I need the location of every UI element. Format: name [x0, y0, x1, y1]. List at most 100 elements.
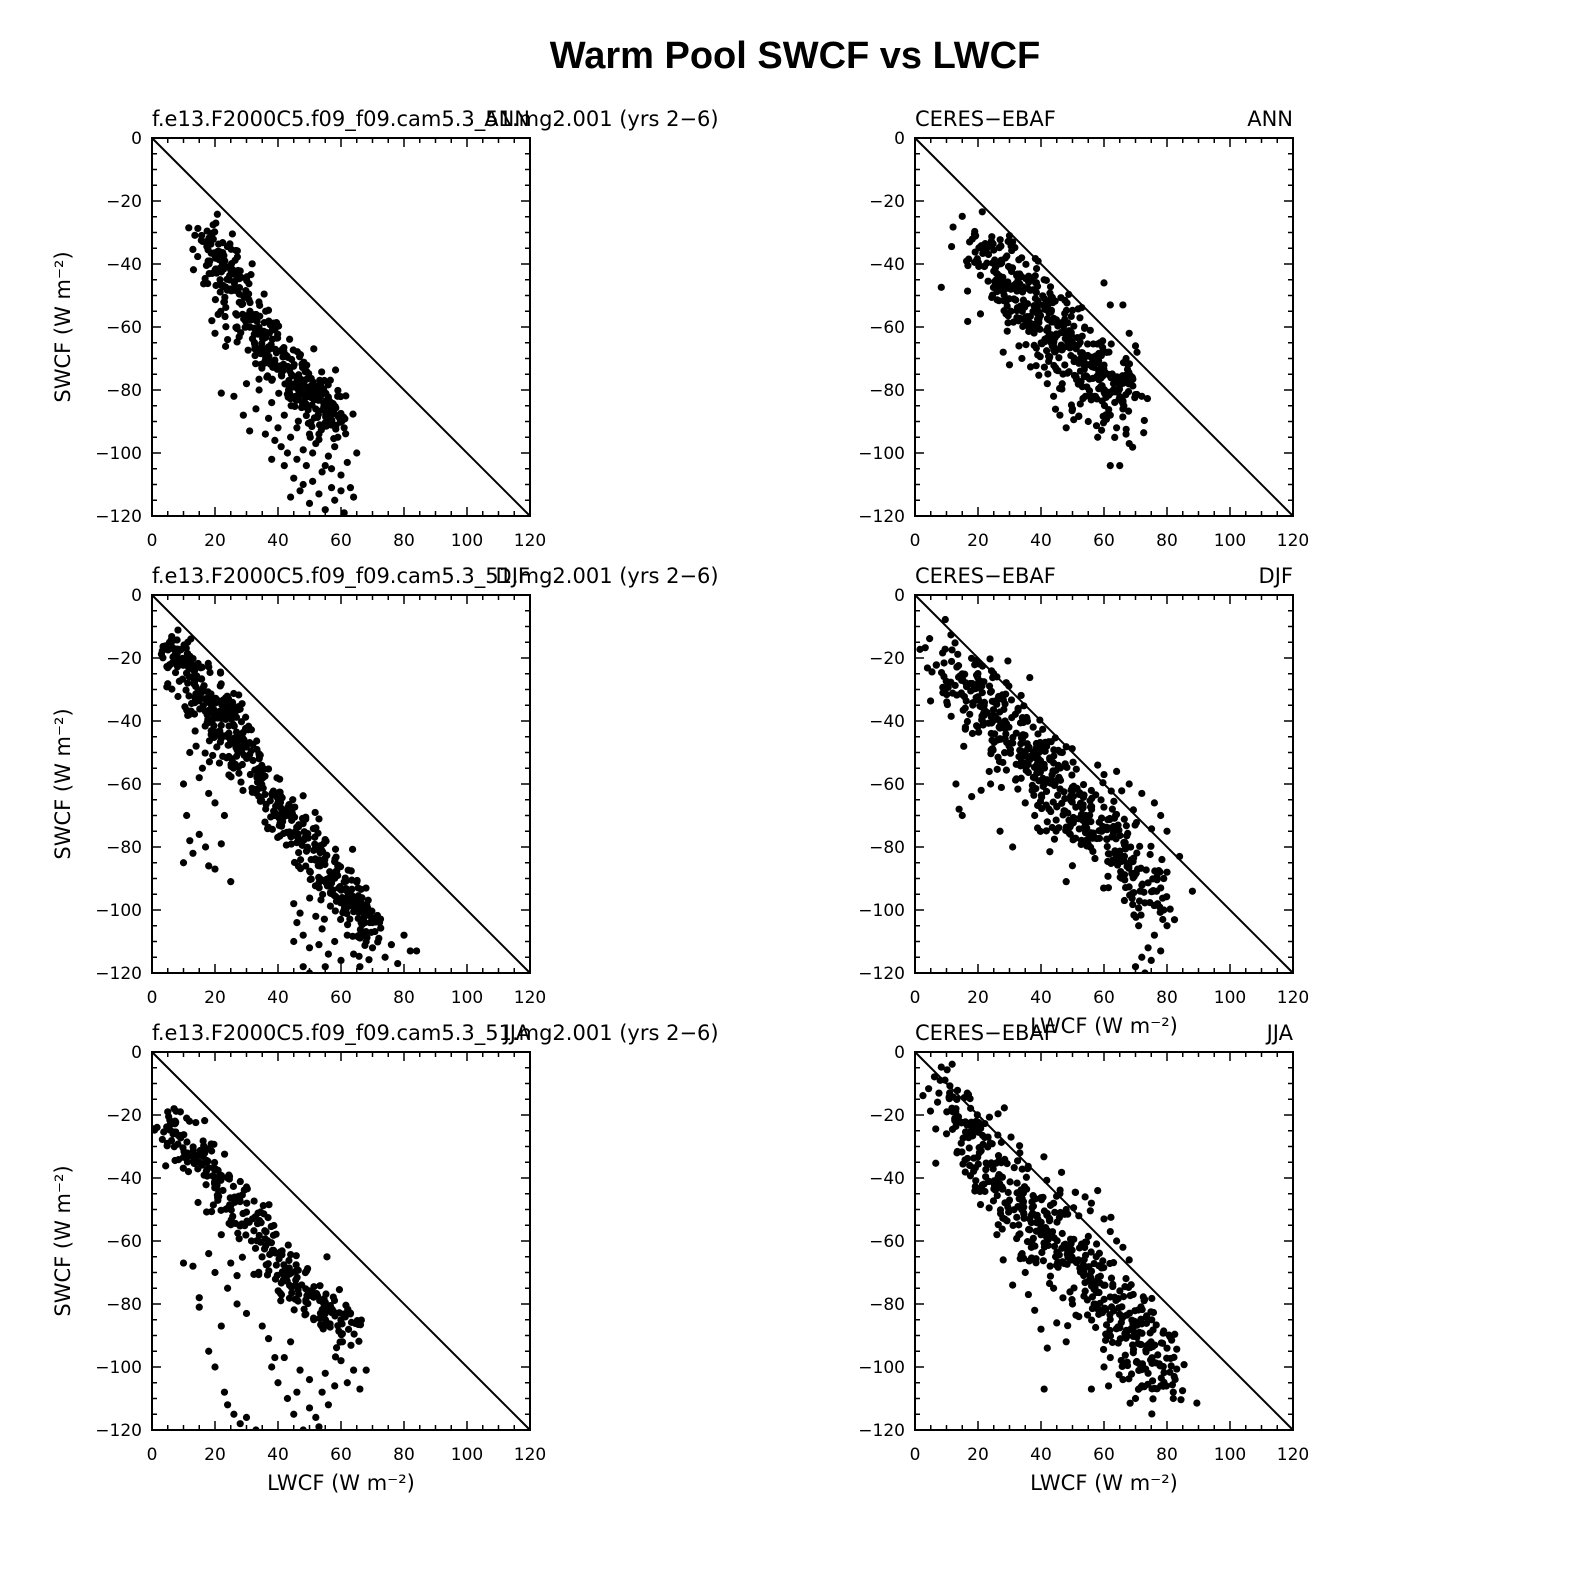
data-point	[1037, 339, 1045, 347]
data-point	[1033, 309, 1041, 317]
data-point	[217, 840, 225, 848]
data-point	[1061, 361, 1069, 369]
data-point	[1018, 734, 1027, 743]
data-point	[242, 1208, 251, 1216]
data-point	[1045, 357, 1053, 365]
data-point	[1129, 1341, 1137, 1349]
data-point	[227, 1221, 235, 1229]
x-tick-label: 0	[910, 1445, 921, 1465]
data-point	[201, 1117, 209, 1125]
y-axis-label: SWCF (W m⁻²)	[51, 251, 75, 402]
data-point	[238, 700, 246, 708]
data-point	[1166, 1333, 1174, 1341]
y-tick-label: −20	[869, 192, 905, 212]
data-point	[953, 1086, 962, 1094]
data-point	[329, 399, 337, 408]
data-point	[210, 706, 218, 714]
data-point	[989, 717, 997, 725]
data-point	[1077, 377, 1085, 386]
data-point	[1100, 361, 1108, 369]
data-point	[1055, 773, 1063, 781]
data-point	[972, 694, 980, 702]
data-point	[335, 1286, 344, 1294]
data-point	[186, 748, 194, 757]
data-point	[1100, 1363, 1108, 1371]
data-point	[222, 714, 230, 722]
data-point	[947, 657, 956, 666]
data-point	[1003, 279, 1011, 288]
data-point	[190, 667, 199, 675]
data-point	[261, 818, 269, 826]
data-point	[1018, 1250, 1026, 1258]
data-point	[1080, 361, 1088, 369]
data-point	[1142, 1348, 1150, 1356]
data-point	[338, 1320, 346, 1328]
data-point	[1021, 1268, 1029, 1277]
data-point	[1050, 835, 1059, 843]
data-point	[290, 474, 298, 482]
data-point	[1000, 705, 1008, 714]
data-point	[326, 902, 335, 910]
data-point	[198, 764, 206, 772]
data-point	[1091, 1284, 1099, 1292]
data-point	[362, 937, 370, 946]
data-point	[264, 1335, 273, 1343]
data-point	[1057, 1168, 1066, 1176]
data-point	[215, 247, 223, 256]
data-point	[344, 866, 352, 874]
data-point	[1144, 1369, 1152, 1377]
data-point	[906, 1099, 913, 1106]
data-point	[1099, 779, 1107, 787]
data-point	[305, 1376, 314, 1384]
data-point	[205, 237, 213, 245]
data-point	[941, 615, 949, 624]
data-point	[283, 1394, 292, 1403]
data-point	[972, 671, 981, 679]
data-point	[1022, 1173, 1030, 1181]
data-point	[205, 1250, 213, 1258]
data-point	[205, 269, 213, 278]
data-point	[316, 376, 324, 384]
scatter-panel: f.e13.F2000C5.f09_f09.cam5.3_51.mg2.001 …	[51, 107, 719, 551]
x-tick-label: 60	[330, 531, 352, 551]
data-point	[1104, 884, 1112, 892]
data-point	[334, 412, 342, 420]
x-tick-label: 0	[147, 531, 158, 551]
data-point	[242, 1231, 250, 1239]
data-point	[318, 858, 327, 866]
data-point	[1046, 754, 1054, 762]
data-point	[1086, 1271, 1094, 1279]
data-point	[1125, 1256, 1133, 1264]
data-point	[254, 330, 262, 338]
data-point	[987, 780, 995, 788]
y-axis-label: SWCF (W m⁻²)	[51, 708, 75, 859]
data-point	[985, 1204, 993, 1212]
data-point	[285, 830, 294, 838]
data-point	[1053, 803, 1061, 811]
data-point	[381, 953, 389, 961]
data-point	[174, 692, 182, 701]
x-tick-label: 120	[514, 988, 546, 1008]
data-point	[1109, 1282, 1117, 1291]
data-point	[323, 1253, 331, 1261]
data-point	[1015, 1221, 1023, 1229]
data-point	[340, 424, 348, 432]
data-point	[1077, 836, 1086, 844]
data-point	[229, 1212, 237, 1220]
data-point	[939, 689, 947, 697]
data-point	[1056, 785, 1064, 793]
data-point	[1086, 797, 1094, 805]
data-point	[1140, 1365, 1148, 1373]
data-point	[247, 1237, 256, 1245]
data-point	[224, 1401, 232, 1409]
data-point	[1003, 252, 1011, 260]
data-point	[194, 687, 202, 695]
data-point	[1094, 1187, 1102, 1195]
data-point	[1135, 922, 1143, 930]
data-point	[1018, 354, 1026, 363]
data-point	[334, 392, 342, 400]
data-point	[289, 796, 297, 804]
data-point	[230, 392, 238, 400]
data-point	[312, 912, 320, 920]
data-point	[287, 1269, 295, 1277]
